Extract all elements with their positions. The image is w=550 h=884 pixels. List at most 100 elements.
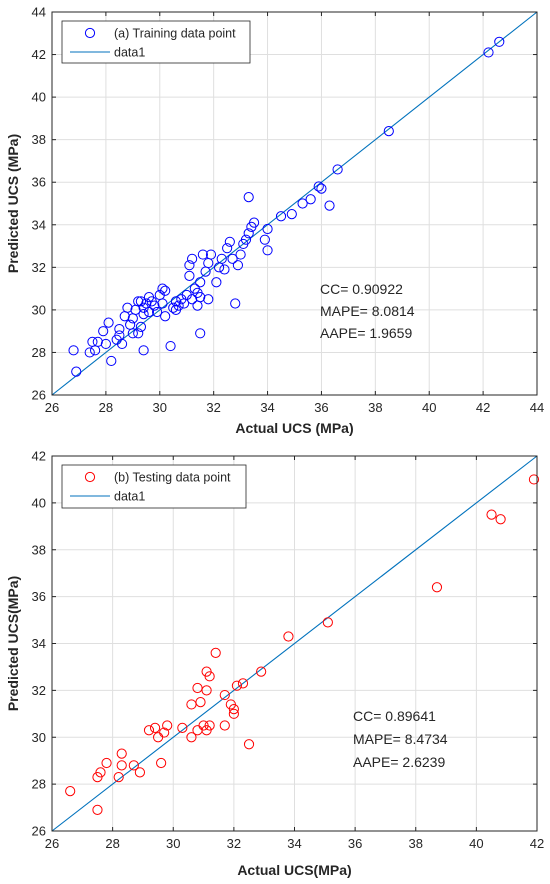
data-point (322, 617, 333, 628)
data-point (116, 338, 128, 350)
x-tick-label: 42 (476, 400, 490, 415)
data-point (228, 708, 239, 719)
y-tick-label: 36 (32, 589, 46, 604)
stat-annotation: MAPE= 8.0814 (320, 303, 415, 319)
data-point (149, 300, 160, 311)
data-point (210, 647, 221, 658)
data-point (133, 328, 144, 339)
y-tick-label: 32 (32, 683, 46, 698)
x-tick-label: 30 (153, 400, 167, 415)
data-point (262, 245, 273, 256)
data-point (186, 732, 197, 743)
data-point (156, 757, 167, 769)
data-point (243, 739, 255, 750)
data-point (84, 347, 95, 358)
data-point (177, 722, 188, 733)
identity-line (51, 455, 538, 832)
data-point (205, 249, 217, 260)
data-point (211, 277, 222, 288)
data-point (134, 767, 146, 778)
data-point (243, 192, 254, 203)
x-tick-label: 32 (206, 400, 220, 415)
data-point (71, 366, 82, 377)
x-tick-label: 38 (368, 400, 382, 415)
data-point (224, 236, 235, 247)
y-tick-label: 38 (32, 132, 46, 147)
data-point (231, 680, 243, 691)
data-point (165, 340, 176, 352)
data-point (383, 126, 394, 137)
data-point (114, 323, 125, 335)
data-point (494, 36, 505, 47)
data-point (305, 194, 316, 205)
data-point (135, 321, 147, 333)
data-point (197, 249, 208, 260)
data-point (173, 300, 184, 311)
y-axis-label: Predicted UCS(MPa) (5, 576, 21, 711)
data-point (138, 345, 149, 356)
data-point (103, 317, 114, 328)
data-point (92, 804, 103, 816)
data-point (248, 217, 260, 228)
y-tick-label: 40 (32, 495, 46, 510)
y-tick-label: 34 (32, 636, 46, 651)
data-point (275, 211, 287, 222)
data-point (219, 689, 230, 701)
data-point (256, 666, 267, 677)
data-point (262, 223, 273, 235)
y-tick-label: 28 (32, 777, 46, 792)
data-point (100, 338, 111, 350)
data-point (162, 720, 173, 731)
data-point (230, 298, 241, 309)
y-tick-label: 44 (32, 5, 46, 20)
x-tick-label: 42 (530, 836, 544, 851)
data-point (122, 302, 133, 313)
data-point (297, 198, 308, 209)
data-point (283, 631, 294, 642)
data-point (195, 696, 206, 708)
y-tick-label: 40 (32, 90, 46, 105)
legend-label-line: data1 (114, 490, 145, 504)
data-point (431, 582, 443, 593)
data-point (204, 671, 215, 682)
data-point (259, 234, 270, 245)
data-point (184, 270, 195, 281)
data-point (143, 725, 155, 736)
data-point (160, 311, 171, 322)
data-point (219, 720, 230, 731)
data-point (232, 260, 244, 271)
x-tick-label: 34 (260, 400, 274, 415)
x-tick-label: 34 (287, 836, 301, 851)
data-point (203, 294, 214, 305)
data-point (228, 704, 239, 715)
legend-label-line: data1 (114, 46, 145, 60)
axes-box (51, 11, 538, 396)
data-point (168, 302, 179, 313)
legend-box (61, 464, 247, 509)
data-point (101, 757, 112, 769)
data-point (135, 296, 147, 307)
data-point (495, 514, 506, 525)
x-tick-label: 36 (348, 836, 362, 851)
x-tick-label: 44 (530, 400, 544, 415)
y-tick-label: 26 (32, 388, 46, 403)
data-point (116, 760, 127, 771)
data-point (138, 309, 149, 320)
data-point (116, 748, 127, 759)
data-point (316, 183, 327, 194)
data-point (159, 727, 170, 738)
data-point (216, 253, 227, 264)
y-tick-label: 36 (32, 175, 46, 190)
y-tick-label: 28 (32, 345, 46, 360)
data-point (187, 253, 198, 264)
data-point (98, 326, 109, 337)
y-tick-label: 42 (32, 47, 46, 62)
legend-label-points: (b) Testing data point (114, 471, 231, 485)
data-point (313, 181, 324, 192)
data-point (528, 474, 540, 485)
data-point (483, 47, 494, 58)
data-point (195, 277, 206, 288)
legend-marker-points (84, 471, 96, 483)
x-tick-label: 28 (99, 400, 113, 415)
data-point (486, 509, 497, 520)
